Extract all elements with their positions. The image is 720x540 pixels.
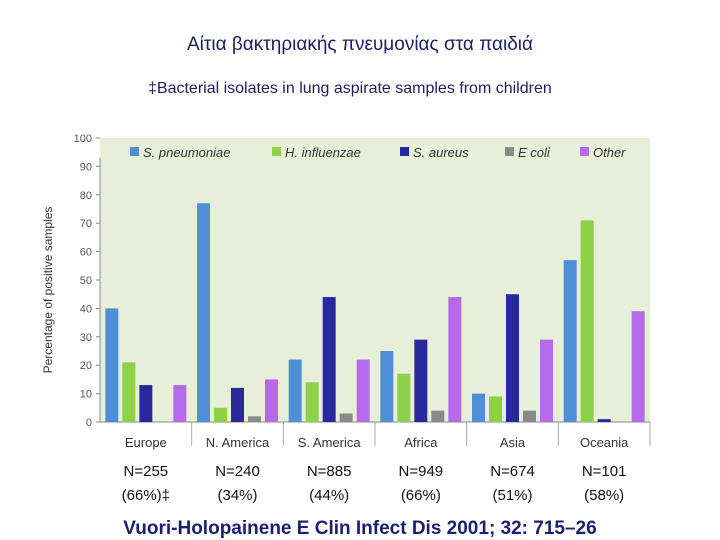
y-tick-label: 90 bbox=[80, 161, 92, 173]
sample-count-pct: (51%) bbox=[492, 487, 533, 504]
bar bbox=[448, 297, 462, 422]
bar bbox=[540, 339, 553, 422]
y-tick-label: 0 bbox=[86, 417, 92, 429]
y-tick-label: 60 bbox=[80, 247, 92, 259]
sample-count-n: N=885 bbox=[306, 463, 352, 480]
y-tick-label: 50 bbox=[80, 275, 92, 287]
bar bbox=[265, 379, 278, 422]
y-tick-label: 40 bbox=[80, 303, 92, 315]
x-tick-label: N. America bbox=[206, 435, 270, 450]
bar bbox=[380, 351, 394, 422]
bar bbox=[414, 339, 428, 422]
sample-count-n: N=674 bbox=[490, 463, 535, 480]
slide-title: Αίτια βακτηριακής πνευμονίας στα παιδιά bbox=[186, 34, 534, 55]
sample-count-pct: (34%) bbox=[217, 487, 258, 504]
x-tick-label: S. America bbox=[298, 435, 362, 450]
y-tick-label: 30 bbox=[80, 332, 92, 344]
legend-label: S. aureus bbox=[413, 145, 469, 160]
bar bbox=[322, 297, 336, 422]
bar bbox=[339, 413, 353, 422]
x-tick-label: Africa bbox=[404, 435, 438, 450]
sample-count-n: N=949 bbox=[398, 463, 444, 480]
bar bbox=[397, 373, 411, 422]
plot-area bbox=[100, 138, 650, 422]
x-tick-label: Europe bbox=[125, 435, 167, 450]
bar bbox=[105, 308, 119, 422]
sample-count-n: N=240 bbox=[215, 463, 260, 480]
bar bbox=[305, 382, 319, 422]
y-tick-label: 100 bbox=[74, 133, 92, 145]
bar bbox=[580, 220, 594, 422]
legend-swatch bbox=[400, 147, 409, 156]
bar bbox=[214, 407, 227, 422]
x-tick-label: Asia bbox=[500, 435, 526, 450]
x-tick-label: Oceania bbox=[580, 435, 629, 450]
legend-label: H. influenzae bbox=[285, 145, 361, 160]
bar bbox=[506, 294, 519, 422]
bar bbox=[139, 385, 153, 422]
bar bbox=[631, 311, 645, 422]
citation: Vuori-Holopainene E Clin Infect Dis 2001… bbox=[123, 518, 597, 539]
sample-count: N=240 (34%) bbox=[193, 460, 283, 508]
bar bbox=[197, 203, 210, 422]
legend-swatch bbox=[580, 147, 589, 156]
sample-count-pct: (58%) bbox=[584, 487, 625, 504]
bar bbox=[563, 260, 577, 422]
y-tick-label: 70 bbox=[80, 218, 92, 230]
sample-count-pct: (66%)‡ bbox=[121, 487, 170, 504]
bar bbox=[288, 359, 302, 422]
sample-count: N=674 (51%) bbox=[468, 460, 558, 508]
legend-label: E coli bbox=[518, 145, 551, 160]
bar bbox=[597, 419, 611, 422]
bar bbox=[523, 410, 536, 422]
bar bbox=[472, 393, 485, 422]
bar bbox=[431, 410, 445, 422]
sample-count-n: N=255 bbox=[123, 463, 169, 480]
legend-swatch bbox=[130, 147, 139, 156]
sample-count-n: N=101 bbox=[581, 463, 627, 480]
slide-subtitle: ‡Bacterial isolates in lung aspirate sam… bbox=[148, 80, 552, 97]
y-tick-label: 80 bbox=[80, 190, 92, 202]
bar bbox=[122, 362, 136, 422]
sample-count: N=885 (44%) bbox=[284, 460, 374, 508]
bar bbox=[231, 387, 244, 422]
y-tick-label: 10 bbox=[80, 389, 92, 401]
legend-label: S. pneumoniae bbox=[143, 145, 230, 160]
sample-count-pct: (44%) bbox=[309, 487, 350, 504]
bar bbox=[489, 396, 502, 422]
bar bbox=[173, 385, 187, 422]
bar bbox=[356, 359, 370, 422]
sample-count: N=949 (66%) bbox=[376, 460, 466, 508]
legend-swatch bbox=[505, 147, 514, 156]
bar-chart: 0 10 20 30 40 50 60 70 80 90 100 Percentage of posi… bbox=[41, 133, 651, 450]
legend-label: Other bbox=[593, 145, 626, 160]
bar bbox=[248, 416, 261, 422]
y-tick-label: 20 bbox=[80, 360, 92, 372]
sample-count: N=255 (66%)‡ bbox=[101, 460, 191, 508]
legend-swatch bbox=[272, 147, 281, 156]
y-axis-label: Percentage of positive samples bbox=[41, 207, 55, 374]
sample-count-pct: (66%) bbox=[400, 487, 441, 504]
sample-count: N=101 (58%) bbox=[559, 460, 649, 508]
